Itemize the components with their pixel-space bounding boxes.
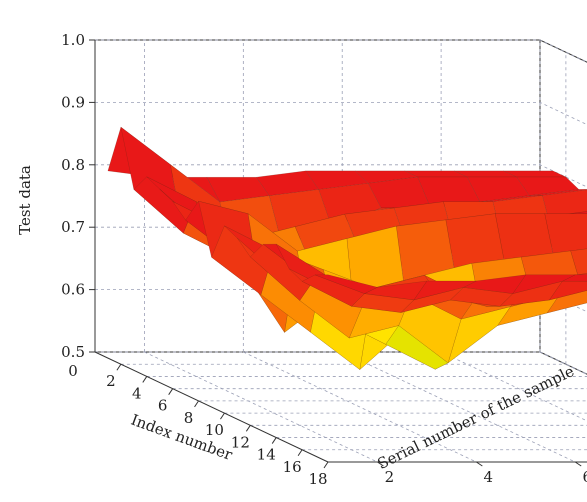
x-tick-label: 2 [106,372,116,390]
grid-line-y-floor [539,351,587,375]
z-tick-label: 1.0 [61,31,85,49]
surface-layer [107,126,587,371]
x-tick-mark [245,425,251,432]
x-tick-label: 10 [205,421,224,439]
x-axis-line [94,351,329,463]
z-tick-label: 0.9 [61,93,85,111]
surface-facet [548,280,587,301]
grid-line-z [95,39,587,63]
surface-facet [363,280,428,301]
x-tick-mark [142,376,148,383]
grid-line-y-floor [144,351,378,463]
x-tick-mark [220,412,225,420]
x-tick-mark [194,400,199,408]
x-tick-mark [168,388,174,395]
z-tick-label: 0.7 [61,218,85,236]
grid-line-y-floor [342,351,576,463]
z-axis-title: Test data [16,165,34,235]
x-tick-mark [116,363,122,371]
x-tick-label: 12 [231,433,250,451]
x-tick-label: 6 [158,397,168,415]
grid-line-y-floor [243,351,477,463]
x-tick-label: 16 [283,458,302,476]
y-axis-title: Serial number of the sample [375,362,578,473]
z-tick-label: 0.5 [61,343,85,361]
surface-facet [512,274,576,295]
axis-layer: 0.50.60.70.80.91.0024681012141618246810 [61,31,587,488]
x-tick-label: 18 [308,470,327,488]
x-tick-label: 8 [184,409,194,427]
x-tick-label: 4 [132,384,142,402]
y-tick-mark [574,461,582,467]
x-origin-label: 0 [68,362,78,380]
grid-line-y-floor [440,351,587,422]
x-tick-mark [297,449,303,457]
back-right-wall [539,39,587,375]
surface-facet [315,274,379,294]
y-tick-mark [476,461,483,467]
z-tick-label: 0.8 [61,156,85,174]
x-tick-label: 14 [257,446,276,464]
grid-line-z [95,102,587,126]
y-tick-label: 6 [582,468,587,486]
z-tick-label: 0.6 [61,281,85,299]
surface-facet [546,287,587,314]
x-tick-mark [271,437,277,444]
y-tick-label: 4 [484,468,494,486]
y-tick-label: 2 [385,468,395,486]
y-tick-mark [377,461,384,467]
surface-facet [462,274,527,294]
x-tick-mark [323,461,329,469]
